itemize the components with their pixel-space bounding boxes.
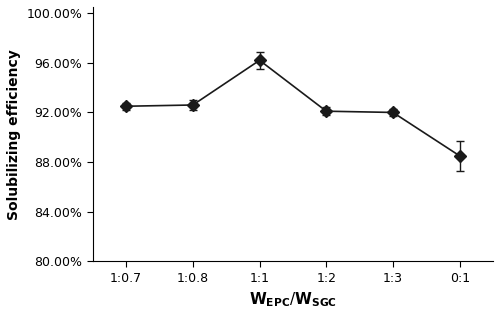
Y-axis label: Solubilizing efficiency: Solubilizing efficiency bbox=[7, 49, 21, 220]
X-axis label: $\mathbf{W}_{\mathbf{EPC}}/\mathbf{W}_{\mathbf{SGC}}$: $\mathbf{W}_{\mathbf{EPC}}/\mathbf{W}_{\… bbox=[249, 290, 337, 309]
